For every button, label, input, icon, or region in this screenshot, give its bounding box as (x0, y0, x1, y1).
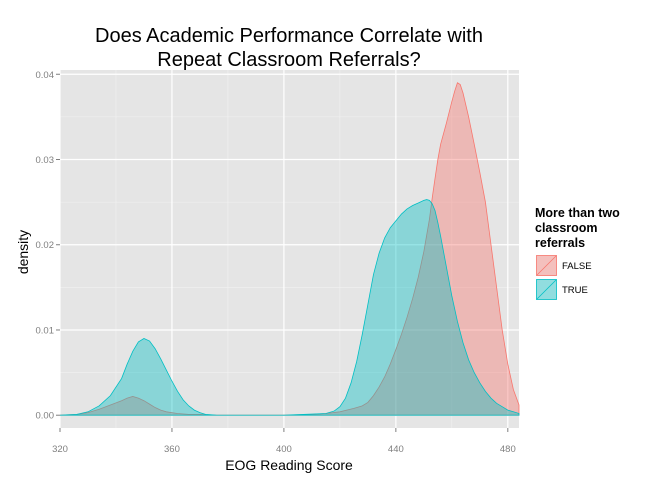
y-tick-label: 0.00 (36, 411, 55, 422)
legend-key-slash (536, 255, 557, 276)
x-tick-label: 360 (164, 444, 180, 455)
x-tick-label: 400 (276, 444, 292, 455)
chart-title-line-2: Repeat Classroom Referrals? (157, 49, 420, 71)
legend-label-false: FALSE (562, 261, 592, 272)
y-tick-label: 0.03 (36, 155, 55, 166)
density-area-true (59, 199, 520, 416)
y-tick-label: 0.01 (36, 325, 55, 336)
legend: More than two classroom referrals FALSE T… (535, 206, 620, 301)
y-tick-label: 0.02 (36, 240, 55, 251)
legend-label-true: TRUE (562, 285, 588, 296)
y-axis-title: density (15, 230, 31, 274)
y-tick-label: 0.04 (36, 70, 55, 81)
legend-key-slash (536, 279, 557, 300)
x-tick-label: 320 (52, 444, 68, 455)
legend-title-line-2: classroom (535, 221, 598, 235)
chart-title-line-1: Does Academic Performance Correlate with (95, 25, 483, 47)
x-tick-label: 480 (500, 444, 516, 455)
density-areas (59, 82, 520, 416)
x-tick-label: 440 (388, 444, 404, 455)
legend-title-line-3: referrals (535, 236, 585, 250)
x-axis-ticks: 320 360 400 440 480 (52, 428, 516, 455)
plot-panel (60, 70, 519, 428)
y-axis-ticks: 0.00 0.01 0.02 0.03 0.04 (36, 70, 60, 422)
x-axis-title: EOG Reading Score (225, 457, 353, 473)
density-area-false (59, 82, 520, 416)
legend-title-line-1: More than two (535, 206, 620, 220)
